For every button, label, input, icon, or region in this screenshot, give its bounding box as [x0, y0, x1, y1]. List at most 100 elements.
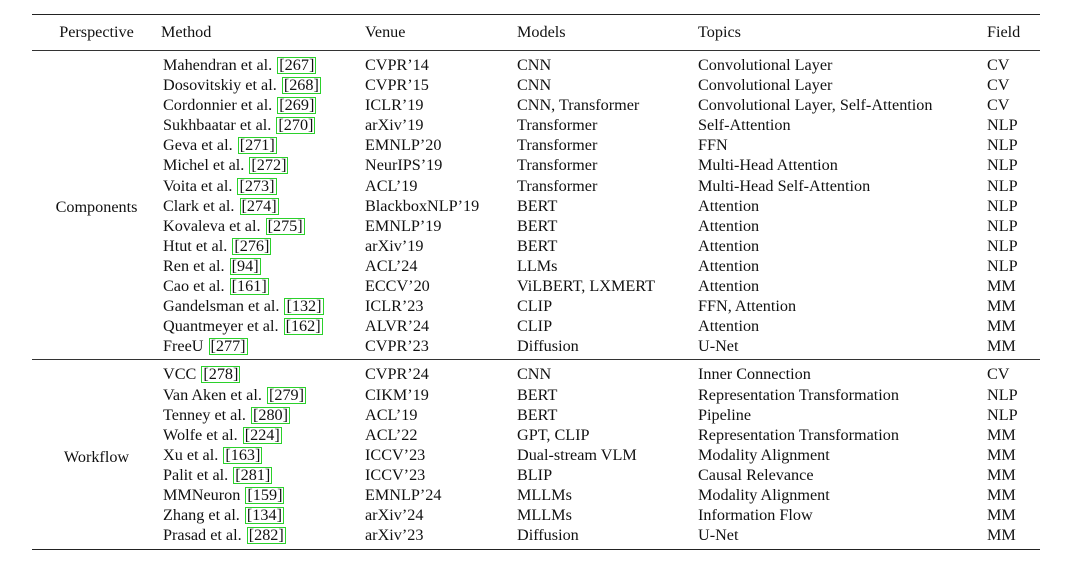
method-name: Mahendran et al. [163, 56, 273, 74]
method-cell: Gandelsman et al. [132] [161, 296, 365, 316]
method-cell: Cordonnier et al. [269] [161, 95, 365, 115]
table-row: Cordonnier et al. [269] ICLR’19 CNN, Trans… [32, 95, 1040, 115]
method-name: MMNeuron [163, 485, 241, 504]
citation-link[interactable]: [278] [201, 365, 241, 384]
citation-link[interactable]: [273] [237, 176, 277, 195]
method-name: Voita et al. [163, 176, 233, 195]
survey-table-container: Perspective Method Venue Models Topics F… [32, 14, 1040, 550]
models-cell: CLIP [517, 297, 553, 316]
citation-link[interactable]: [268] [281, 76, 321, 95]
citation-number: 282 [254, 526, 279, 545]
field-cell: MM [987, 485, 1016, 504]
citation-number: 276 [239, 236, 265, 255]
table-row: Sukhbaatar et al. [270] arXiv’19 Transform… [32, 115, 1040, 135]
models-cell: CNN [517, 56, 552, 74]
citation-link[interactable]: [267] [277, 56, 317, 74]
citation-link[interactable]: [279] [266, 385, 307, 404]
citation-link[interactable]: [276] [232, 236, 272, 255]
method-cell: Htut et al. [276] [161, 236, 365, 256]
models-cell: MLLMs [517, 506, 572, 525]
method-cell: FreeU [277] [161, 336, 365, 360]
citation-number: 273 [244, 176, 270, 195]
citation-link[interactable]: [134] [244, 506, 284, 525]
citation-number: 275 [272, 216, 298, 235]
models-cell: MLLMs [517, 485, 572, 504]
topics-cell: Representation Transformation [698, 425, 899, 444]
method-cell: Mahendran et al. [267] [161, 51, 365, 76]
topics-cell: Attention [698, 236, 760, 255]
method-cell: Dosovitskiy et al. [268] [161, 75, 365, 95]
table-row: Clark et al. [274] BlackboxNLP’19 BERT Atte… [32, 196, 1040, 216]
table-row: Components Mahendran et al. [267] CVPR’14 C… [32, 51, 1040, 216]
field-cell: NLP [987, 256, 1018, 275]
venue-cell: ACL’19 [365, 405, 418, 424]
table-row: Kovaleva et al. [275] EMNLP’19 BERT Attenti… [32, 216, 1040, 236]
citation-link[interactable]: [277] [208, 337, 248, 356]
header-row: Perspective Method Venue Models Topics F… [32, 14, 1040, 51]
method-name: Dosovitskiy et al. [163, 76, 277, 95]
topics-cell: Representation Transformation [698, 385, 899, 404]
models-cell: CLIP [517, 317, 553, 336]
citation-link[interactable]: [159] [245, 485, 285, 504]
method-cell: Voita et al. [273] [161, 176, 365, 196]
table-row: MMNeuron [159] EMNLP’24 MLLMs Modality Alig… [32, 485, 1040, 505]
field-cell: MM [987, 425, 1016, 444]
venue-cell: ICCV’23 [365, 465, 426, 484]
topics-cell: Multi-Head Attention [698, 156, 838, 175]
citation-link[interactable]: [280] [250, 405, 291, 424]
citation-link[interactable]: [269] [277, 96, 317, 115]
table-row: Xu et al. [163] ICCV’23 Dual-stream VLM Mod… [32, 445, 1040, 465]
topics-cell: Convolutional Layer [698, 56, 833, 74]
citation-link[interactable]: [274] [239, 196, 279, 215]
topics-cell: Causal Relevance [698, 465, 814, 484]
table-row: FreeU [277] CVPR’23 Diffusion U-Net MM [32, 336, 1040, 360]
topics-cell: Attention [698, 216, 760, 235]
citation-link[interactable]: [132] [284, 297, 324, 316]
citation-link[interactable]: [270] [276, 116, 316, 135]
method-cell: Zhang et al. [134] [161, 505, 365, 525]
citation-number: 268 [289, 76, 314, 95]
venue-cell: ACL’24 [365, 256, 418, 275]
method-cell: Michel et al. [272] [161, 155, 365, 175]
models-cell: CNN [517, 76, 552, 95]
models-cell: BLIP [517, 465, 553, 484]
citation-number: 270 [283, 116, 309, 135]
citation-link[interactable]: [271] [237, 136, 277, 155]
topics-cell: U-Net [698, 526, 739, 545]
method-cell: Geva et al. [271] [161, 135, 365, 155]
method-cell: Xu et al. [163] [161, 445, 365, 465]
citation-number: 132 [291, 297, 317, 316]
field-cell: CV [987, 76, 1010, 95]
citation-number: 161 [237, 277, 262, 296]
citation-link[interactable]: [161] [229, 277, 269, 296]
citation-link[interactable]: [282] [246, 526, 286, 545]
models-cell: BERT [517, 385, 558, 404]
citation-link[interactable]: [224] [242, 425, 282, 444]
method-cell: MMNeuron [159] [161, 485, 365, 505]
field-cell: CV [987, 96, 1010, 115]
method-cell: Sukhbaatar et al. [270] [161, 115, 365, 135]
citation-number: 269 [284, 96, 309, 115]
citation-link[interactable]: [272] [249, 156, 289, 175]
citation-link[interactable]: [94] [229, 256, 261, 275]
table-row: Wolfe et al. [224] ACL’22 GPT, CLIP Represe… [32, 425, 1040, 445]
table-row: Geva et al. [271] EMNLP’20 Transformer FFN N… [32, 135, 1040, 155]
field-cell: MM [987, 337, 1016, 356]
citation-link[interactable]: [281] [233, 465, 273, 484]
models-cell: CNN, Transformer [517, 96, 640, 115]
topics-cell: Convolutional Layer, Self-Attention [698, 96, 933, 115]
field-cell: MM [987, 465, 1016, 484]
field-cell: MM [987, 297, 1016, 316]
table-row: Voita et al. [273] ACL’19 Transformer Multi… [32, 176, 1040, 196]
field-cell: MM [987, 506, 1016, 525]
method-cell: Cao et al. [161] [161, 276, 365, 296]
field-cell: NLP [987, 136, 1018, 155]
venue-cell: CIKM’19 [365, 385, 429, 404]
method-cell: Ren et al. [94] [161, 256, 365, 276]
venue-cell: arXiv’19 [365, 116, 424, 135]
citation-link[interactable]: [162] [283, 317, 323, 336]
citation-link[interactable]: [163] [223, 445, 263, 464]
method-name: Geva et al. [163, 136, 233, 155]
method-cell: Kovaleva et al. [275] [161, 216, 365, 236]
citation-link[interactable]: [275] [265, 216, 305, 235]
